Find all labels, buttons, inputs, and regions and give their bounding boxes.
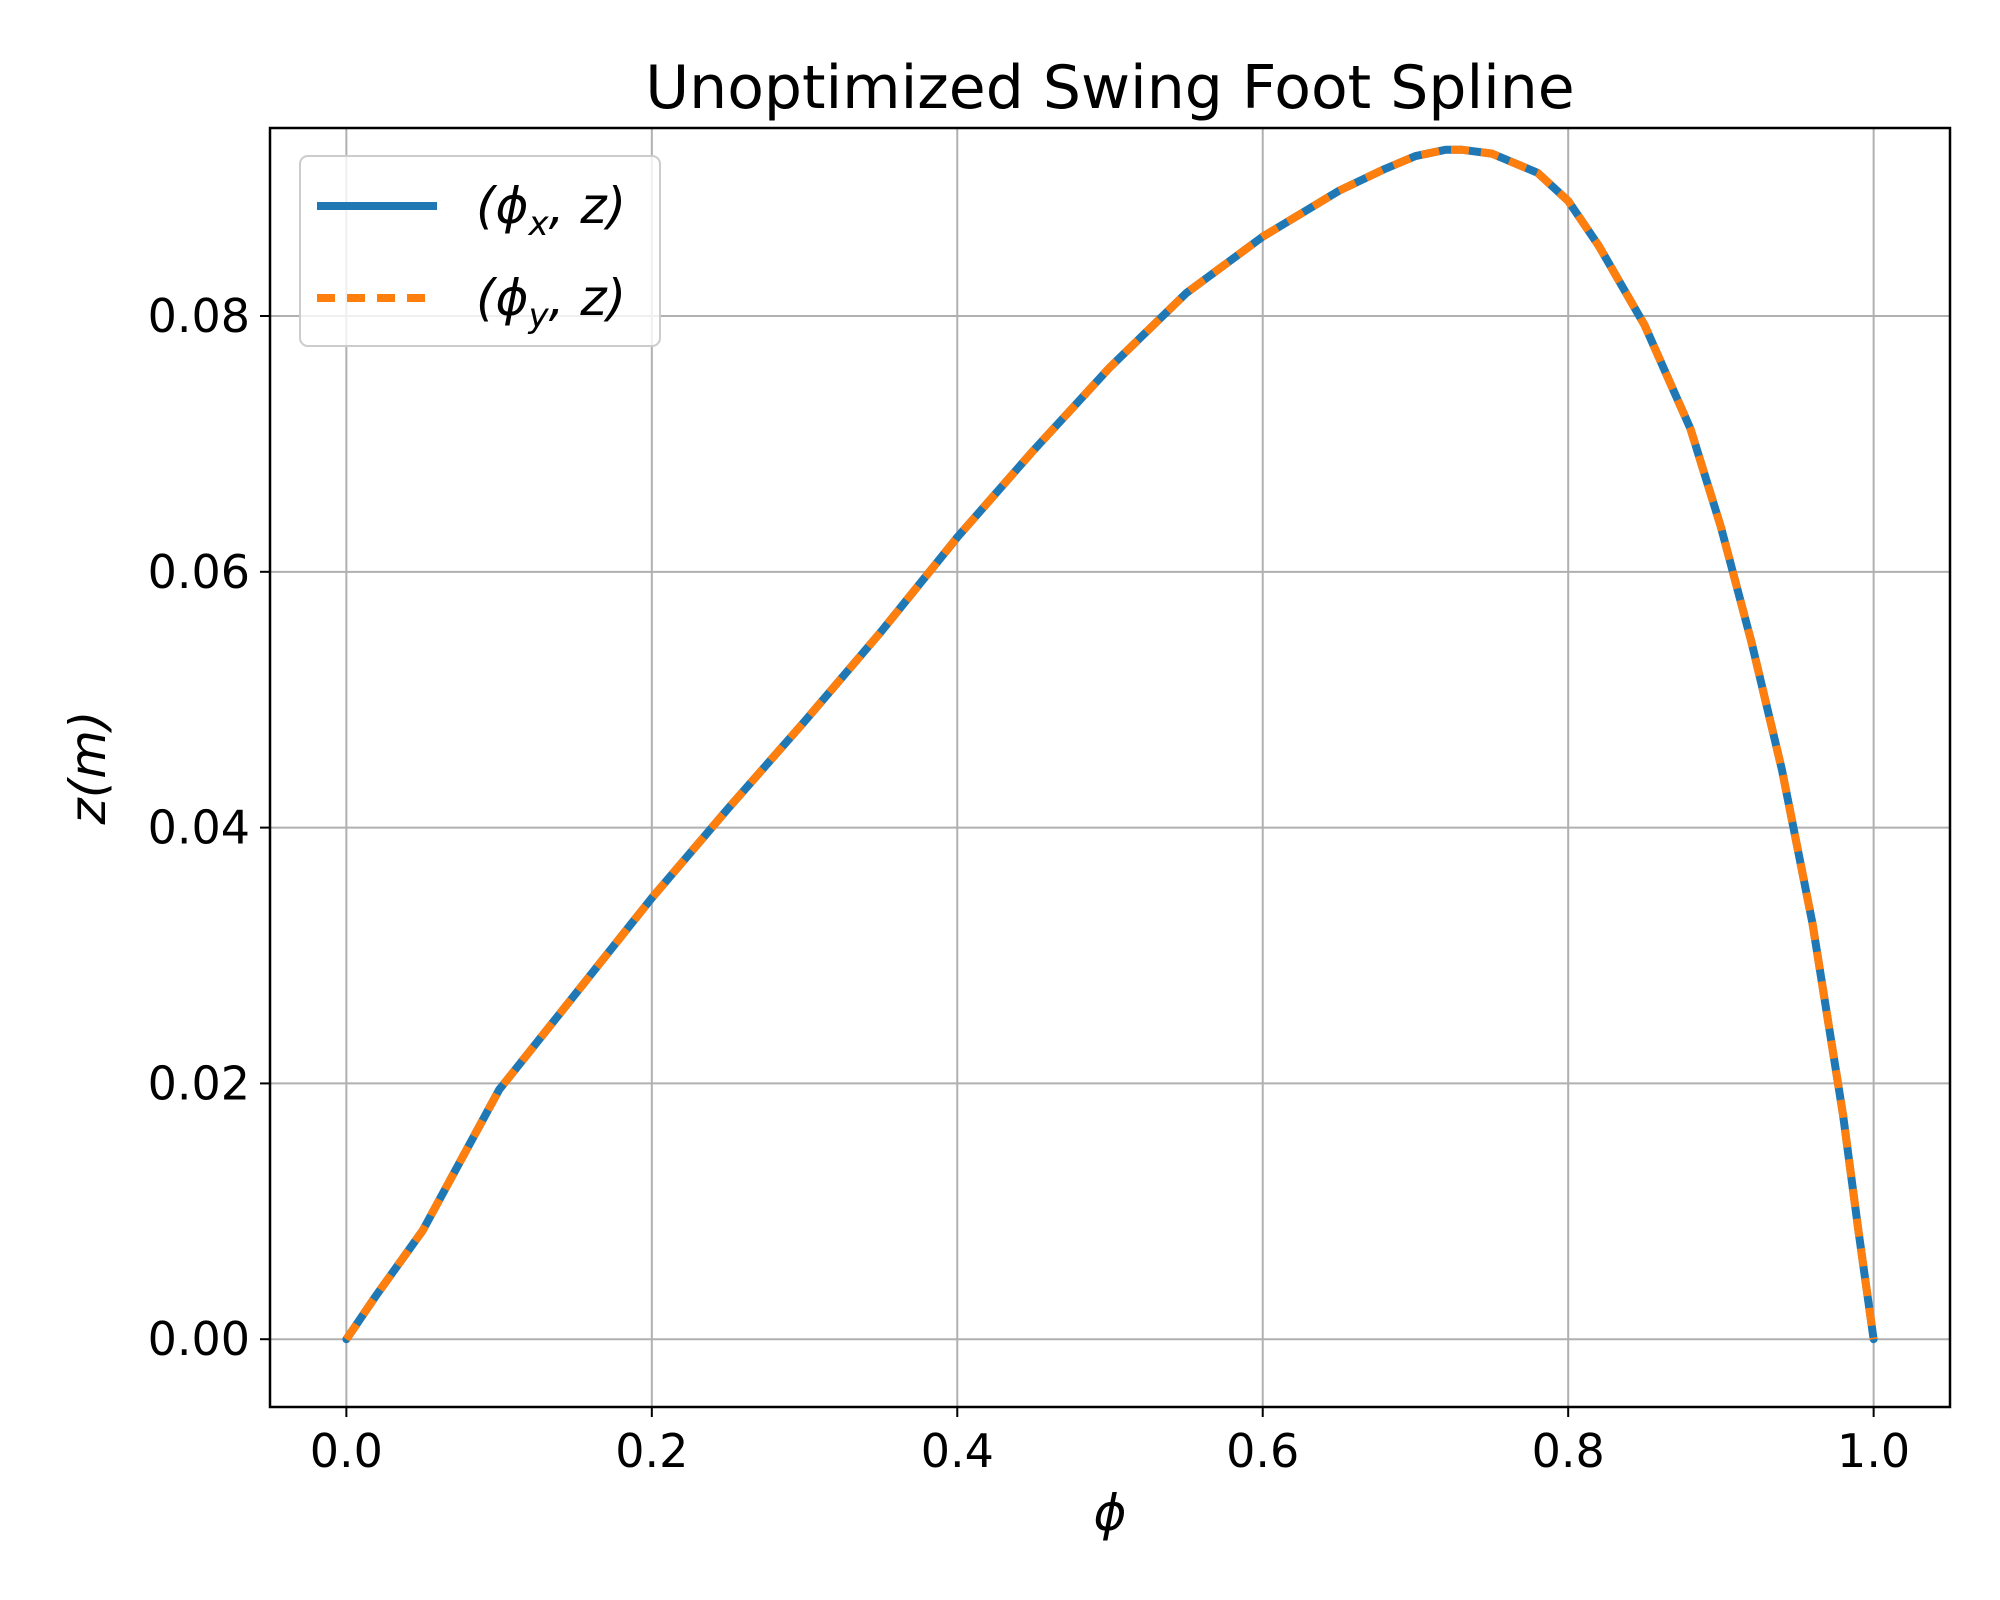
legend: (ϕx, z) (ϕy, z) bbox=[299, 155, 661, 347]
y-tick-label: 0.04 bbox=[148, 801, 250, 855]
grid bbox=[270, 128, 1950, 1407]
y-tick-label: 0.00 bbox=[148, 1312, 250, 1366]
y-tick-label: 0.08 bbox=[148, 289, 250, 343]
ticks: 0.0 0.2 0.4 0.6 0.8 1.0 0.00 0.02 0.04 0.06 0.08 bbox=[148, 289, 1911, 1478]
x-tick-label: 0.0 bbox=[310, 1424, 383, 1478]
plot-frame bbox=[268, 126, 1952, 1409]
x-axis-label: ϕ bbox=[1094, 1484, 1127, 1542]
x-tick-label: 0.2 bbox=[615, 1424, 688, 1478]
legend-label-1: (ϕx, z) bbox=[476, 177, 626, 244]
legend-label-2: (ϕy, z) bbox=[476, 269, 626, 336]
x-tick-label: 1.0 bbox=[1837, 1424, 1910, 1478]
series-layer bbox=[342, 145, 1878, 1344]
chart-title: Unoptimized Swing Foot Spline bbox=[645, 53, 1574, 123]
x-tick-label: 0.4 bbox=[921, 1424, 994, 1478]
series-line-2 bbox=[343, 145, 1878, 1342]
x-tick-label: 0.8 bbox=[1532, 1424, 1605, 1478]
y-tick-label: 0.06 bbox=[148, 545, 250, 599]
y-axis-label: z(m) bbox=[59, 711, 117, 826]
x-tick-label: 0.6 bbox=[1226, 1424, 1299, 1478]
y-tick-label: 0.02 bbox=[148, 1056, 250, 1110]
